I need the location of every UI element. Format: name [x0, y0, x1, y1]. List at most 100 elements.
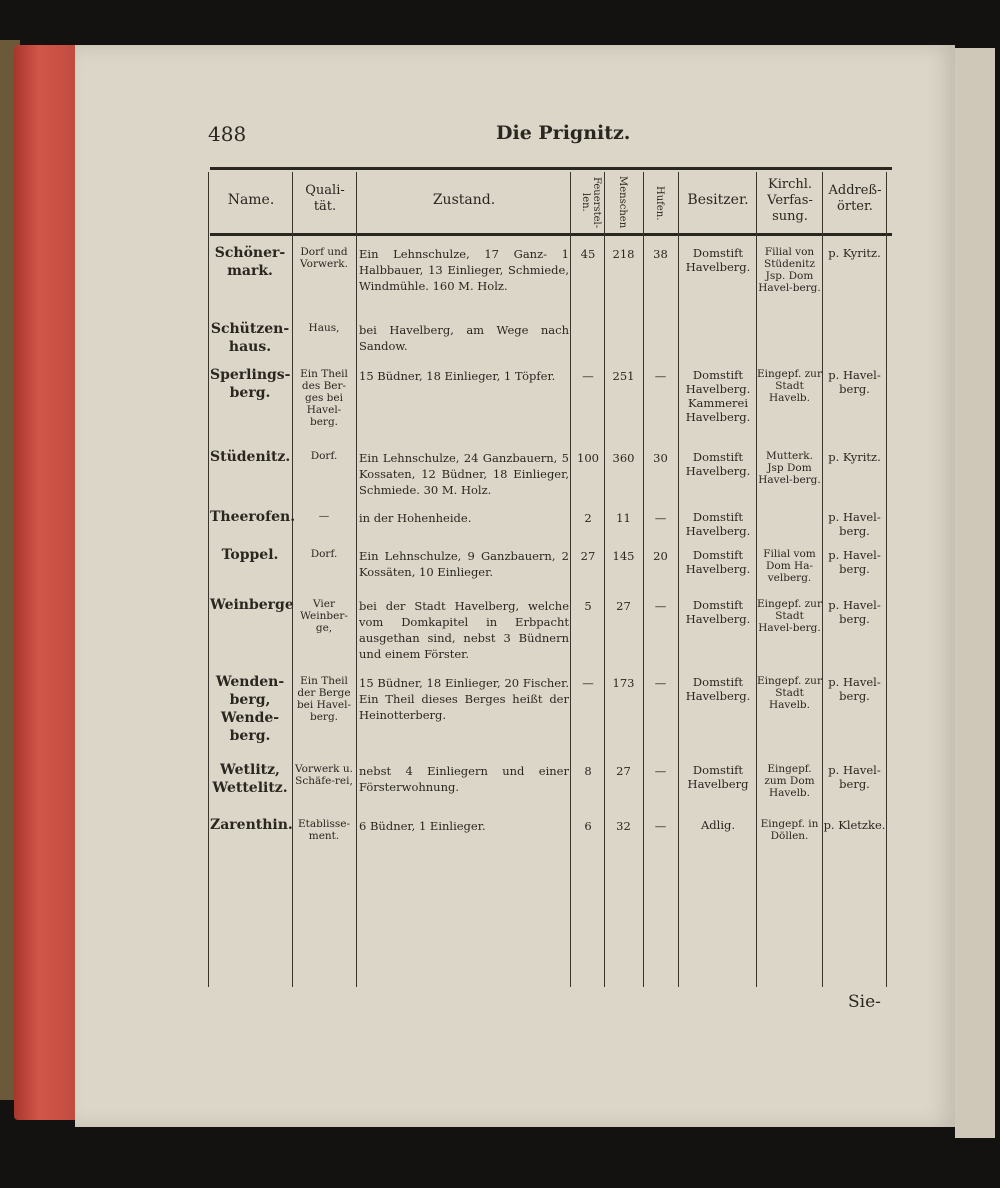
cell-zustand: in der Hohenheide.	[359, 511, 472, 525]
cell-a: p. Havel-berg.	[828, 598, 881, 626]
cell-name: Schöner-mark.	[214, 245, 286, 279]
cell-a: p. Havel-berg.	[828, 548, 881, 576]
cell-k: Eingepf. zum Dom Havelb.	[764, 763, 815, 799]
cell-qual: Haus,	[308, 322, 340, 334]
cell-f: —	[582, 369, 594, 383]
cell-a: p. Havel-berg.	[828, 510, 881, 538]
cell-a: p. Kletzke.	[823, 818, 886, 832]
cell-f: 2	[584, 511, 592, 525]
cell-qual: Ein Theil des Ber-ges bei Havel-berg.	[300, 368, 348, 428]
cell-h: —	[654, 764, 667, 778]
column-rule	[292, 172, 293, 987]
cell-m: 251	[612, 369, 635, 383]
cell-b: Domstift Havelberg.	[685, 598, 751, 626]
header-menschen: Menschen	[617, 176, 628, 229]
column-rule	[643, 172, 644, 987]
cell-qual: Vorwerk u. Schäfe-rei,	[295, 763, 353, 787]
cell-qual: Dorf.	[310, 548, 338, 560]
cell-m: 145	[612, 549, 635, 563]
cell-name: Sperlings-berg.	[210, 367, 291, 401]
header-feuerstellen: Feuerstel-len.	[580, 176, 602, 229]
cell-zustand: 6 Büdner, 1 Einlieger.	[359, 819, 486, 833]
cell-b: Domstift Havelberg.	[685, 450, 751, 478]
cell-f: 100	[577, 451, 599, 465]
column-rule	[570, 172, 571, 987]
table-top-rule	[210, 167, 892, 170]
cell-zustand: 15 Büdner, 18 Einlieger, 1 Töpfer.	[359, 369, 556, 383]
column-rule	[356, 172, 357, 987]
cell-m: 27	[616, 599, 631, 613]
cell-b: Domstift Havelberg	[687, 763, 749, 791]
cell-h: —	[654, 369, 667, 383]
cell-qual: Etablisse-ment.	[297, 818, 351, 842]
cell-name: Wenden-berg, Wende-berg.	[215, 674, 285, 744]
column-rule	[756, 172, 757, 987]
facing-page-edge	[955, 48, 995, 1138]
cell-zustand: nebst 4 Einliegern und einer Försterwohn…	[359, 764, 569, 794]
cell-a: p. Havel-berg.	[828, 763, 881, 791]
header-zustand: Zustand.	[432, 192, 496, 208]
cell-m: 11	[616, 511, 631, 525]
cell-m: 173	[612, 676, 635, 690]
cell-qual: —	[318, 510, 330, 522]
cell-qual: Dorf und Vorwerk.	[300, 246, 348, 270]
cell-b: Domstift Havelberg.	[685, 675, 751, 703]
column-rule	[604, 172, 605, 987]
cell-m: 360	[612, 451, 635, 465]
cell-qual: Ein Theil der Berge bei Havel-berg.	[296, 675, 352, 723]
cell-a: p. Kyritz.	[828, 246, 881, 260]
cell-a: p. Kyritz.	[828, 450, 881, 464]
cell-h: —	[654, 819, 667, 833]
cell-k: Mutterk. Jsp Dom Havel-berg.	[758, 450, 821, 486]
cell-name: Wetlitz, Wettelitz.	[212, 762, 288, 796]
cell-k: Filial von Stüdenitz Jsp. Dom Havel-berg…	[758, 246, 821, 294]
cell-m: 218	[612, 247, 635, 261]
column-rule	[208, 172, 209, 987]
cell-b: Domstift Havelberg.	[685, 246, 751, 274]
cell-f: 8	[584, 764, 592, 778]
cell-zustand: bei Havelberg, am Wege nach Sandow.	[359, 323, 569, 353]
header-kirchl: Kirchl. Verfas-sung.	[767, 177, 813, 224]
cell-name: Stüdenitz.	[210, 449, 291, 465]
cell-b: Adlig.	[700, 818, 736, 832]
cell-name: Theerofen.	[210, 509, 296, 525]
cell-zustand: 15 Büdner, 18 Einlieger, 20 Fischer. Ein…	[359, 676, 569, 722]
column-rule	[678, 172, 679, 987]
cell-k: Eingepf. zur Stadt Havelb.	[757, 675, 822, 711]
catchword: Sie-	[848, 992, 881, 1012]
cell-a: p. Havel-berg.	[828, 675, 881, 703]
page-title: Die Prignitz.	[496, 122, 631, 144]
cell-h: 30	[653, 451, 668, 465]
header-hufen: Hufen.	[654, 185, 665, 221]
cell-k: Eingepf. zur Stadt Havelb.	[757, 368, 822, 404]
cell-f: 6	[584, 819, 592, 833]
cell-m: 32	[616, 819, 631, 833]
cell-f: 5	[584, 599, 592, 613]
cell-a: p. Havel-berg.	[828, 368, 881, 396]
cell-f: 45	[580, 247, 596, 261]
cell-qual: Vier Weinber-ge,	[300, 598, 348, 634]
cell-name: Weinberge	[210, 597, 294, 613]
column-rule	[886, 172, 887, 987]
book-page	[75, 45, 955, 1127]
cell-b: Domstift Havelberg.	[685, 510, 751, 538]
column-rule	[822, 172, 823, 987]
cell-k: Eingepf. zur Stadt Havel-berg.	[757, 598, 822, 634]
cell-h: —	[654, 676, 667, 690]
cell-zustand: Ein Lehnschulze, 24 Ganzbauern, 5 Kossat…	[359, 451, 569, 497]
cell-k: Eingepf. in Döllen.	[760, 818, 819, 842]
header-qualitaet: Quali-tät.	[305, 183, 345, 214]
cell-name: Zarenthin.	[210, 817, 293, 833]
cell-zustand: bei der Stadt Havelberg, welche vom Domk…	[359, 599, 569, 661]
header-bottom-rule	[210, 233, 892, 236]
page-number: 488	[208, 122, 247, 146]
cell-b: Domstift Havelberg.	[685, 548, 751, 576]
cell-qual: Dorf.	[310, 450, 338, 462]
cell-k: Filial vom Dom Ha-velberg.	[763, 548, 816, 584]
cell-name: Toppel.	[221, 547, 279, 563]
cell-f: 27	[580, 549, 596, 563]
cell-name: Schützen-haus.	[210, 321, 290, 355]
cell-h: —	[654, 511, 667, 525]
header-address: Addreß-örter.	[828, 183, 882, 214]
cell-zustand: Ein Lehnschulze, 17 Ganz- 1 Halbbauer, 1…	[359, 247, 569, 293]
